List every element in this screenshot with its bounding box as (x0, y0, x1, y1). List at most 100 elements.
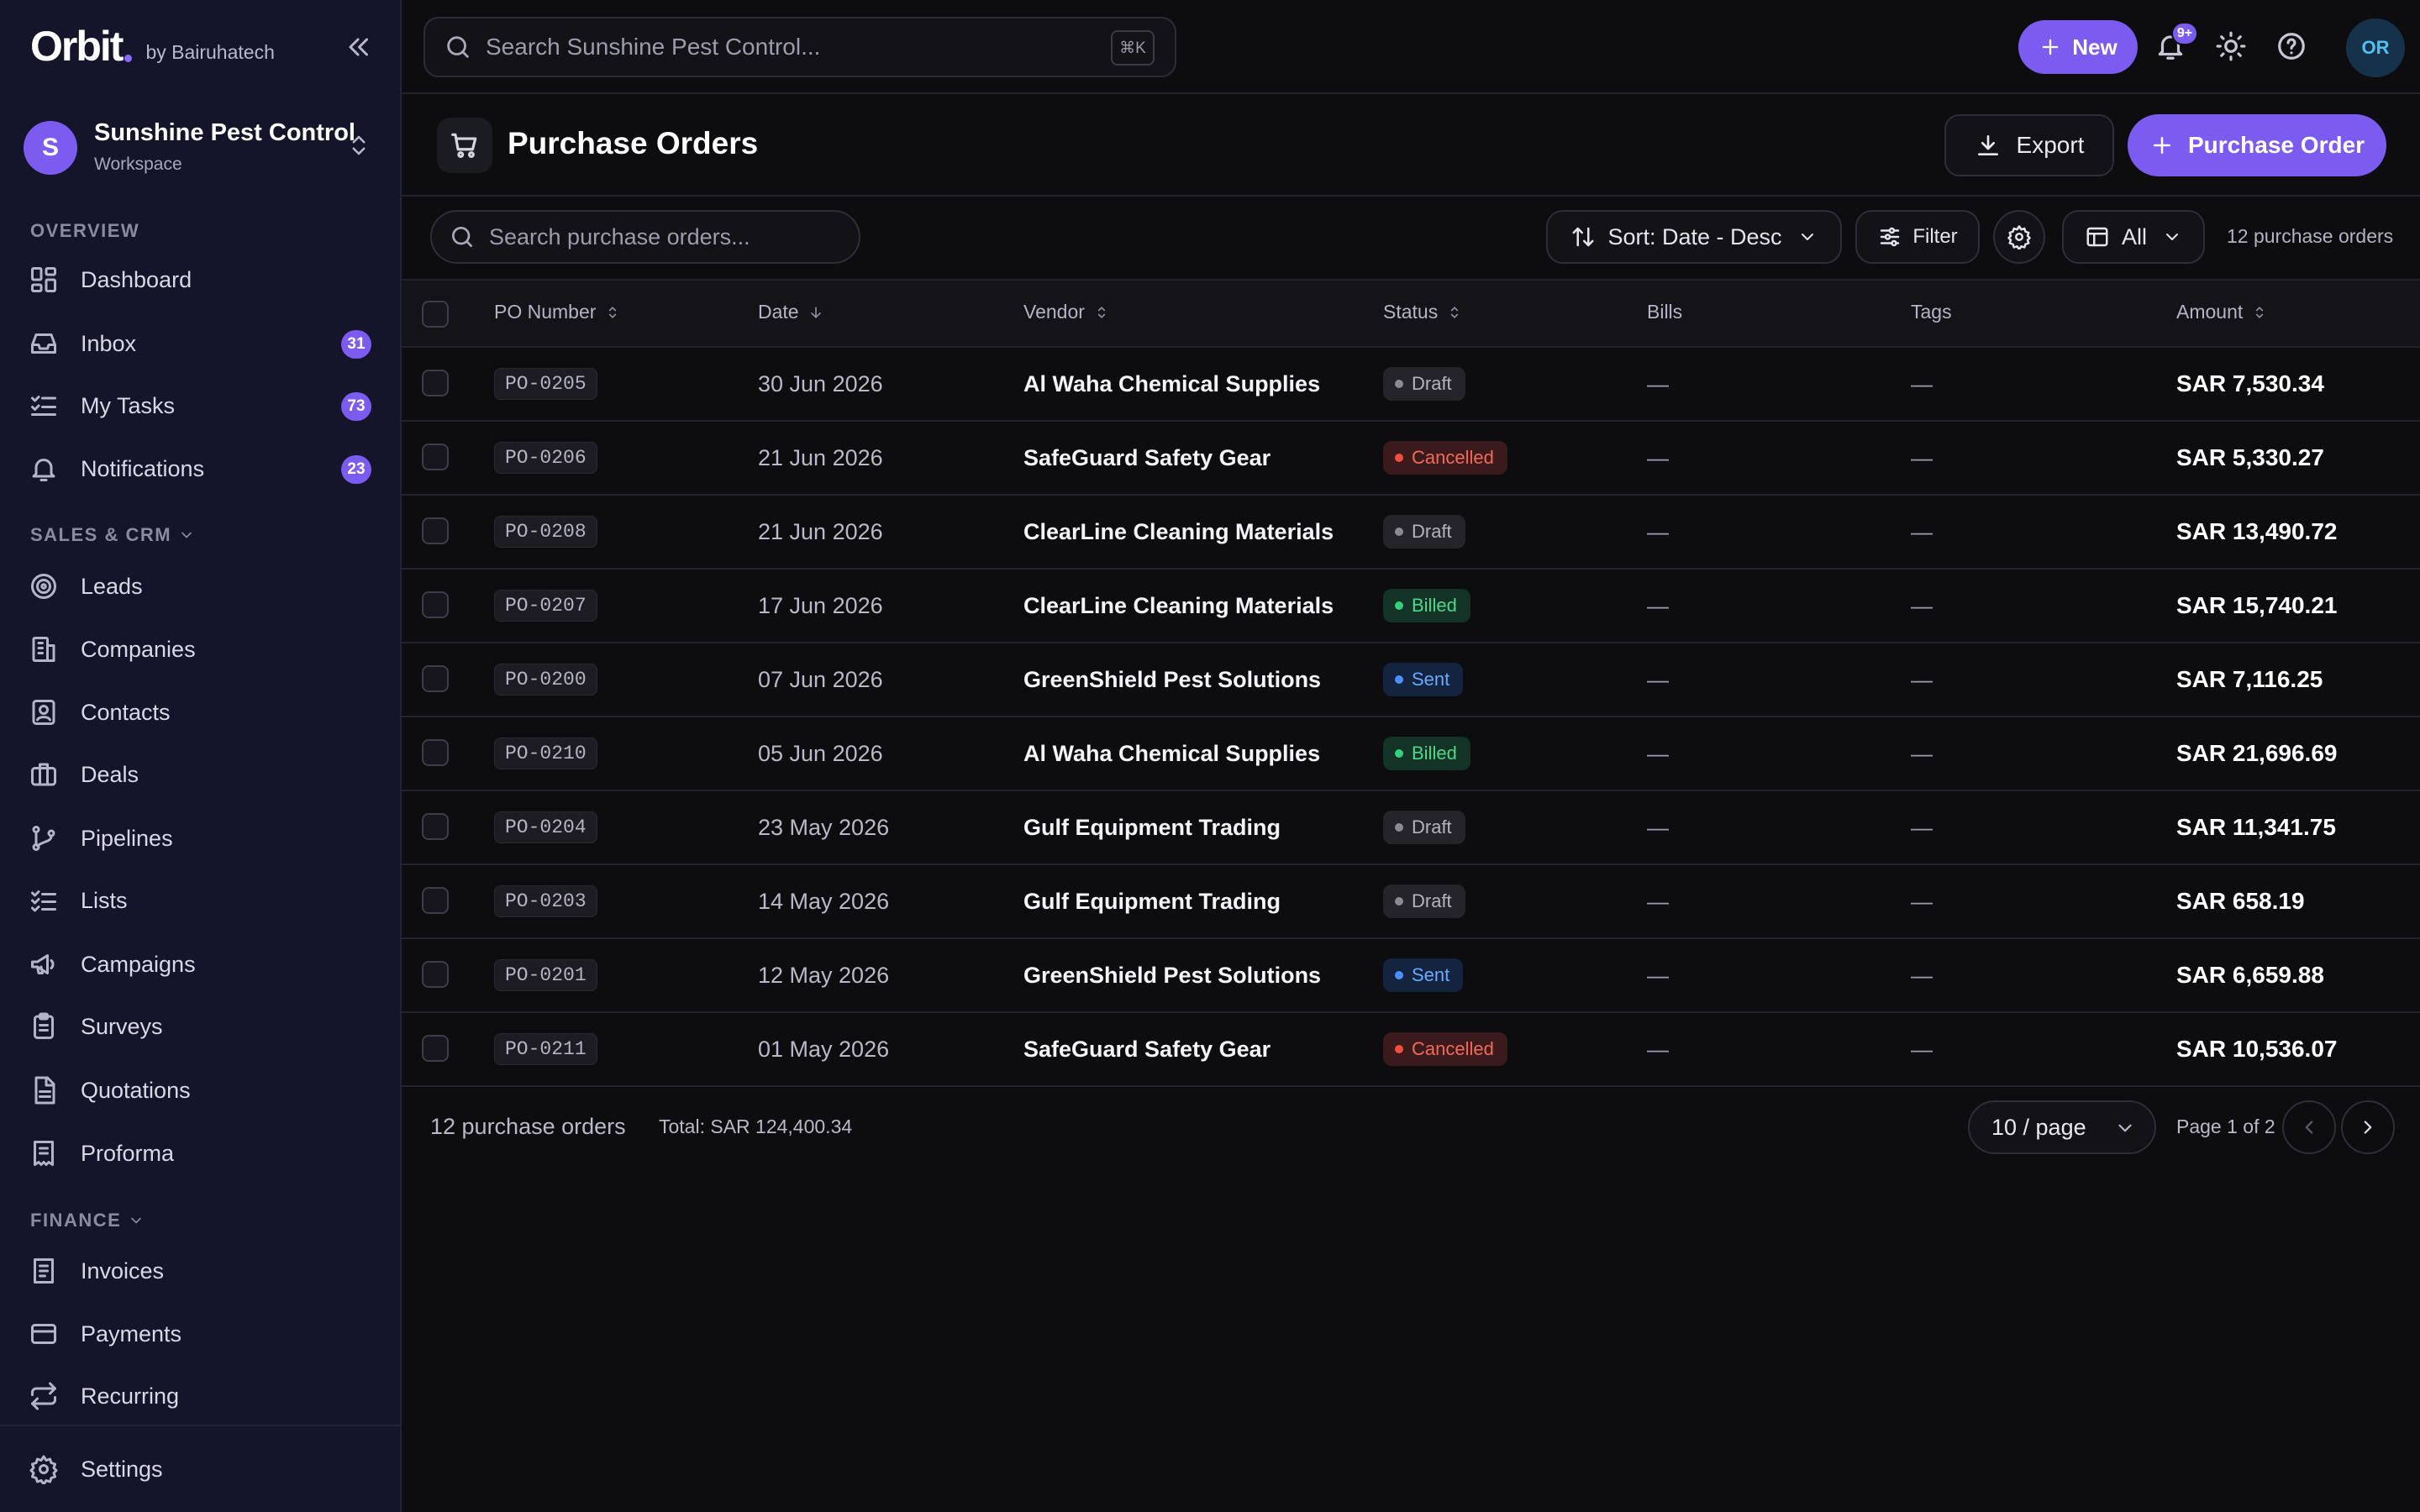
column-date[interactable]: Date (758, 301, 824, 323)
sidebar-item-my-tasks[interactable]: My Tasks 73 (17, 378, 383, 433)
document-icon (29, 1075, 59, 1105)
vendor-name[interactable]: SafeGuard Safety Gear (1023, 444, 1271, 470)
top-bar: ⌘K New 9+ OR (402, 0, 2420, 94)
sidebar-item-surveys[interactable]: Surveys (17, 999, 383, 1054)
user-avatar[interactable]: OR (2346, 18, 2405, 77)
po-number[interactable]: PO-0204 (494, 811, 597, 843)
vendor-name[interactable]: ClearLine Cleaning Materials (1023, 518, 1334, 544)
table-row[interactable]: PO-0207 17 Jun 2026 ClearLine Cleaning Mat… (402, 570, 2420, 643)
po-number[interactable]: PO-0201 (494, 959, 597, 991)
sidebar-item-leads[interactable]: Leads (17, 559, 383, 614)
po-number[interactable]: PO-0210 (494, 738, 597, 769)
vendor-name[interactable]: Al Waha Chemical Supplies (1023, 740, 1321, 766)
sidebar-item-invoices[interactable]: Invoices (17, 1243, 383, 1299)
table-row[interactable]: PO-0201 12 May 2026 GreenShield Pest Solut… (402, 939, 2420, 1013)
sidebar-item-dashboard[interactable]: Dashboard (17, 252, 383, 307)
sidebar-item-settings[interactable]: Settings (17, 1441, 383, 1497)
sidebar-item-quotations[interactable]: Quotations (17, 1063, 383, 1118)
table-row[interactable]: PO-0210 05 Jun 2026 Al Waha Chemical Suppl… (402, 717, 2420, 791)
bills-cell: — (1647, 518, 1669, 544)
status-dot (1395, 823, 1403, 832)
global-search-input[interactable] (486, 34, 1074, 60)
sidebar-item-pipelines[interactable]: Pipelines (17, 811, 383, 866)
column-status[interactable]: Status (1383, 301, 1463, 323)
section-sales-crm[interactable]: SALES & CRM (30, 524, 195, 546)
footer-count: 12 purchase orders (430, 1114, 626, 1139)
vendor-name[interactable]: SafeGuard Safety Gear (1023, 1036, 1271, 1062)
po-number[interactable]: PO-0205 (494, 368, 597, 400)
po-number[interactable]: PO-0206 (494, 442, 597, 474)
row-checkbox[interactable] (422, 739, 449, 766)
sun-icon[interactable] (2215, 30, 2247, 62)
next-page-button[interactable] (2341, 1100, 2395, 1154)
workspace-switcher[interactable]: S Sunshine Pest Control Workspace (24, 119, 380, 176)
sidebar-item-proforma[interactable]: Proforma (17, 1126, 383, 1181)
po-number[interactable]: PO-0200 (494, 664, 597, 696)
view-dropdown[interactable]: All (2062, 210, 2205, 264)
tags-cell: — (1911, 370, 1933, 396)
table-row[interactable]: PO-0204 23 May 2026 Gulf Equipment Trading… (402, 791, 2420, 865)
vendor-name[interactable]: GreenShield Pest Solutions (1023, 666, 1322, 692)
status-dot (1395, 528, 1403, 536)
po-number[interactable]: PO-0203 (494, 885, 597, 917)
table-row[interactable]: PO-0211 01 May 2026 SafeGuard Safety Gear C… (402, 1013, 2420, 1087)
new-button[interactable]: New (2018, 20, 2138, 74)
po-search[interactable] (430, 210, 860, 264)
row-checkbox[interactable] (422, 517, 449, 544)
row-checkbox[interactable] (422, 591, 449, 618)
section-finance[interactable]: FINANCE (30, 1210, 145, 1231)
table-row[interactable]: PO-0208 21 Jun 2026 ClearLine Cleaning Mat… (402, 496, 2420, 570)
table-row[interactable]: PO-0205 30 Jun 2026 Al Waha Chemical Suppl… (402, 348, 2420, 422)
table-row[interactable]: PO-0203 14 May 2026 Gulf Equipment Trading… (402, 865, 2420, 939)
vendor-name[interactable]: Gulf Equipment Trading (1023, 888, 1281, 914)
column-vendor[interactable]: Vendor (1023, 301, 1110, 323)
row-checkbox[interactable] (422, 961, 449, 988)
sidebar-item-deals[interactable]: Deals (17, 747, 383, 802)
po-number[interactable]: PO-0207 (494, 590, 597, 622)
sidebar-item-notifications[interactable]: Notifications 23 (17, 441, 383, 496)
page-size-select[interactable]: 10 / page (1968, 1100, 2156, 1154)
status-badge: Billed (1383, 589, 1470, 622)
column-bills: Bills (1647, 301, 1683, 323)
page-header: Purchase Orders Export Purchase Order (402, 94, 2420, 197)
po-number[interactable]: PO-0211 (494, 1033, 597, 1065)
vendor-name[interactable]: GreenShield Pest Solutions (1023, 962, 1322, 988)
sidebar-item-inbox[interactable]: Inbox 31 (17, 316, 383, 371)
sidebar-item-campaigns[interactable]: Campaigns (17, 937, 383, 992)
po-number[interactable]: PO-0208 (494, 516, 597, 548)
row-checkbox[interactable] (422, 444, 449, 470)
status-dot (1395, 380, 1403, 388)
export-button[interactable]: Export (1944, 114, 2114, 176)
vendor-name[interactable]: ClearLine Cleaning Materials (1023, 592, 1334, 618)
collapse-sidebar-icon[interactable] (343, 32, 373, 62)
select-all-checkbox[interactable] (422, 301, 449, 328)
help-icon[interactable] (2275, 30, 2307, 62)
row-checkbox[interactable] (422, 1035, 449, 1062)
sidebar-item-companies[interactable]: Companies (17, 622, 383, 677)
vendor-name[interactable]: Gulf Equipment Trading (1023, 814, 1281, 840)
app-logo[interactable]: Orbit (30, 25, 133, 67)
sidebar-item-recurring[interactable]: Recurring (17, 1368, 383, 1424)
table-row[interactable]: PO-0200 07 Jun 2026 GreenShield Pest Solut… (402, 643, 2420, 717)
add-purchase-order-button[interactable]: Purchase Order (2128, 114, 2386, 176)
prev-page-button[interactable] (2282, 1100, 2336, 1154)
sort-dropdown[interactable]: Sort: Date - Desc (1546, 210, 1842, 264)
table-settings-button[interactable] (1993, 210, 2045, 264)
sidebar-item-contacts[interactable]: Contacts (17, 685, 383, 740)
row-checkbox[interactable] (422, 370, 449, 396)
status-dot (1395, 675, 1403, 684)
gear-icon (2007, 225, 2031, 249)
column-amount[interactable]: Amount (2176, 301, 2268, 323)
sidebar-item-payments[interactable]: Payments (17, 1306, 383, 1362)
filter-button[interactable]: Filter (1855, 210, 1980, 264)
pipeline-icon (29, 823, 59, 853)
row-checkbox[interactable] (422, 665, 449, 692)
row-checkbox[interactable] (422, 813, 449, 840)
global-search[interactable]: ⌘K (424, 17, 1176, 77)
row-checkbox[interactable] (422, 887, 449, 914)
column-po-number[interactable]: PO Number (494, 301, 621, 323)
po-search-input[interactable] (489, 223, 842, 250)
vendor-name[interactable]: Al Waha Chemical Supplies (1023, 370, 1321, 396)
sidebar-item-lists[interactable]: Lists (17, 873, 383, 928)
table-row[interactable]: PO-0206 21 Jun 2026 SafeGuard Safety Gear C… (402, 422, 2420, 496)
